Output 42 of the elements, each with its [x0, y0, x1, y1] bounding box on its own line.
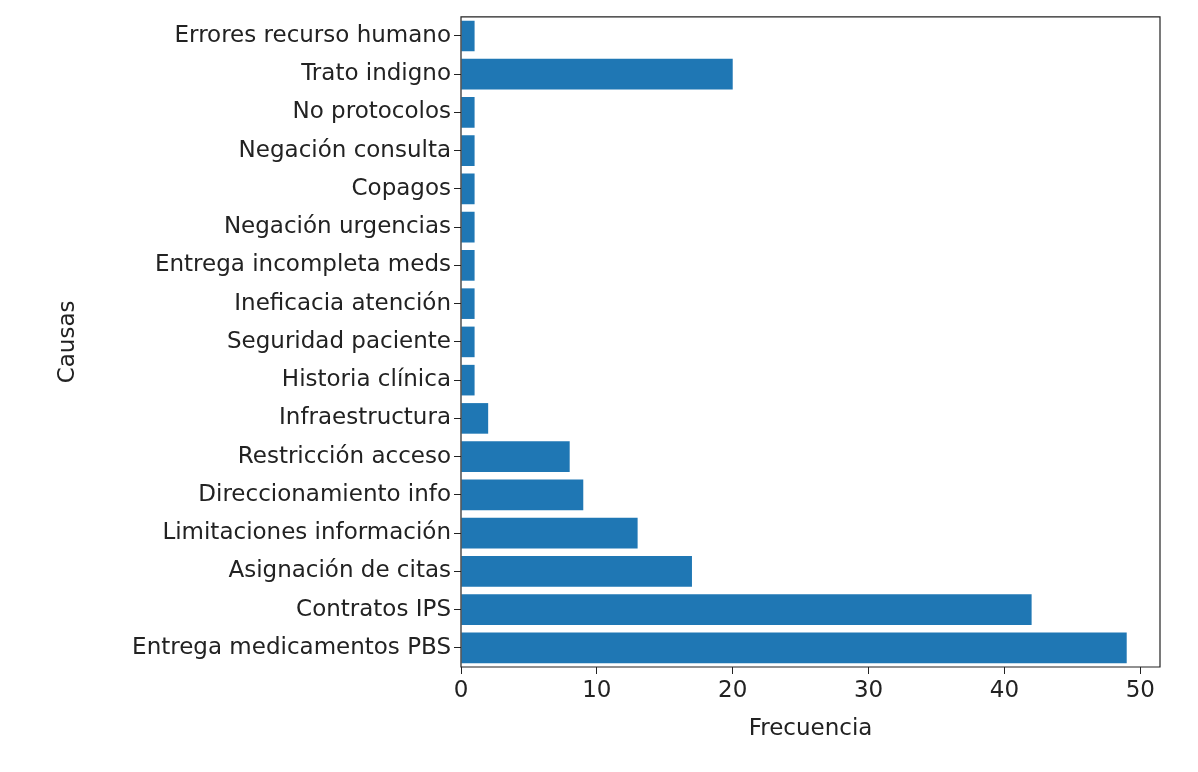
x-axis-title: Frecuencia: [748, 714, 873, 741]
y-tick-label: Seguridad paciente: [226, 326, 451, 353]
y-tick-label: Negación urgencias: [223, 212, 451, 239]
bar: [461, 173, 475, 205]
bar: [461, 97, 475, 128]
y-tick-label: Direccionamiento info: [198, 479, 451, 506]
bar: [461, 632, 1127, 664]
y-tick-label: Restricción acceso: [237, 441, 451, 468]
bar: [461, 364, 475, 396]
x-tick-label: 40: [989, 675, 1020, 702]
bar: [461, 135, 475, 166]
y-tick-label: No protocolos: [292, 97, 451, 124]
y-tick-label: Limitaciones información: [162, 518, 451, 545]
x-tick-label: 10: [582, 675, 612, 702]
x-tick-label: 0: [453, 675, 469, 702]
y-tick-label: Contratos IPS: [296, 594, 451, 621]
y-tick-label: Trato indigno: [300, 59, 451, 86]
x-tick-label: 20: [718, 675, 748, 702]
y-tick-label: Errores recurso humano: [174, 20, 451, 47]
y-tick-label: Historia clínica: [281, 365, 451, 392]
bar: [461, 556, 692, 587]
y-tick-label: Copagos: [351, 173, 451, 200]
y-tick-label: Entrega incompleta meds: [154, 250, 451, 277]
y-axis-title: Causas: [52, 300, 79, 384]
bar: [461, 517, 638, 549]
bar: [461, 211, 475, 243]
x-tick-label: 30: [853, 675, 884, 702]
y-tick-label: Negación consulta: [238, 135, 451, 162]
y-tick-label: Infraestructura: [279, 403, 451, 430]
bar: [461, 250, 475, 281]
bar: [461, 403, 489, 434]
bar: [461, 326, 475, 358]
bar: [461, 288, 475, 319]
y-tick-label: Asignación de citas: [228, 556, 451, 583]
y-tick-label: Ineficacia atención: [234, 288, 451, 315]
bar: [461, 479, 584, 511]
bar: [461, 441, 570, 472]
bar: [461, 58, 733, 90]
y-tick-label: Entrega medicamentos PBS: [132, 632, 451, 659]
bar: [461, 594, 1032, 625]
bar: [461, 20, 475, 52]
x-tick-label: 50: [1125, 675, 1155, 702]
